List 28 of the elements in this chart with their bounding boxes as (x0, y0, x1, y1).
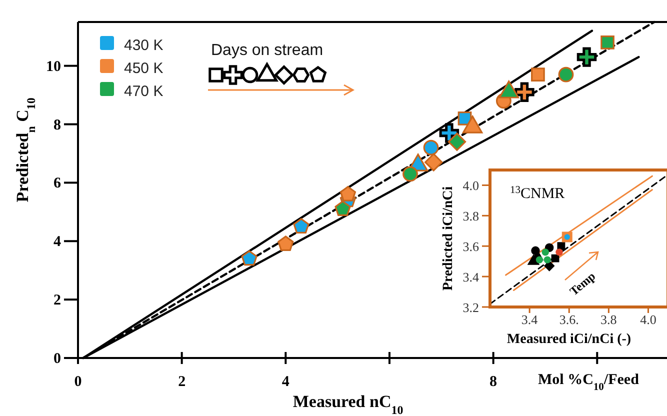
x-tick-label: 4.0 (640, 312, 656, 327)
x-tick-label: 0 (74, 374, 82, 390)
legend-label: 430 K (124, 37, 164, 54)
y-tick-label: 4 (54, 234, 62, 250)
y-tick-label: 0 (54, 351, 61, 367)
x-tick-label: 4 (282, 374, 290, 390)
legend-label: 450 K (124, 60, 164, 77)
annotation: Days on stream (211, 42, 324, 59)
text: Mol %C$_{10}$/Feed (538, 372, 640, 392)
x-tick-label: 3.6. (559, 312, 579, 327)
x-tick-label: 2 (178, 374, 186, 390)
y-tick-label: 3.4 (462, 270, 480, 285)
x-axis-title: Measured iCi/nCi (-) (506, 332, 632, 347)
y-tick-label: 8 (54, 117, 61, 134)
annotation: $^{13}$CNMR (510, 184, 565, 202)
y-tick-label: 3.6 (462, 239, 480, 254)
y-tick-label: 10 (46, 58, 61, 75)
y-tick-label: 6 (54, 176, 62, 192)
y-tick-label: 4.0 (462, 178, 479, 194)
x-tick-label: 3.4 (521, 312, 538, 327)
y-tick-label: 3.8 (462, 208, 479, 224)
x-tick-label: 8 (490, 374, 498, 390)
legend-label: 470 K (124, 83, 164, 100)
y-tick-label: 3.2 (462, 300, 479, 315)
x-axis-title: Measured nC$_{10}$ (292, 392, 404, 416)
y-axis-title: Predicted iCi/nCi (441, 186, 456, 291)
y-tick-label: 2 (54, 292, 61, 309)
x-tick-label: 3.8 (600, 312, 617, 327)
